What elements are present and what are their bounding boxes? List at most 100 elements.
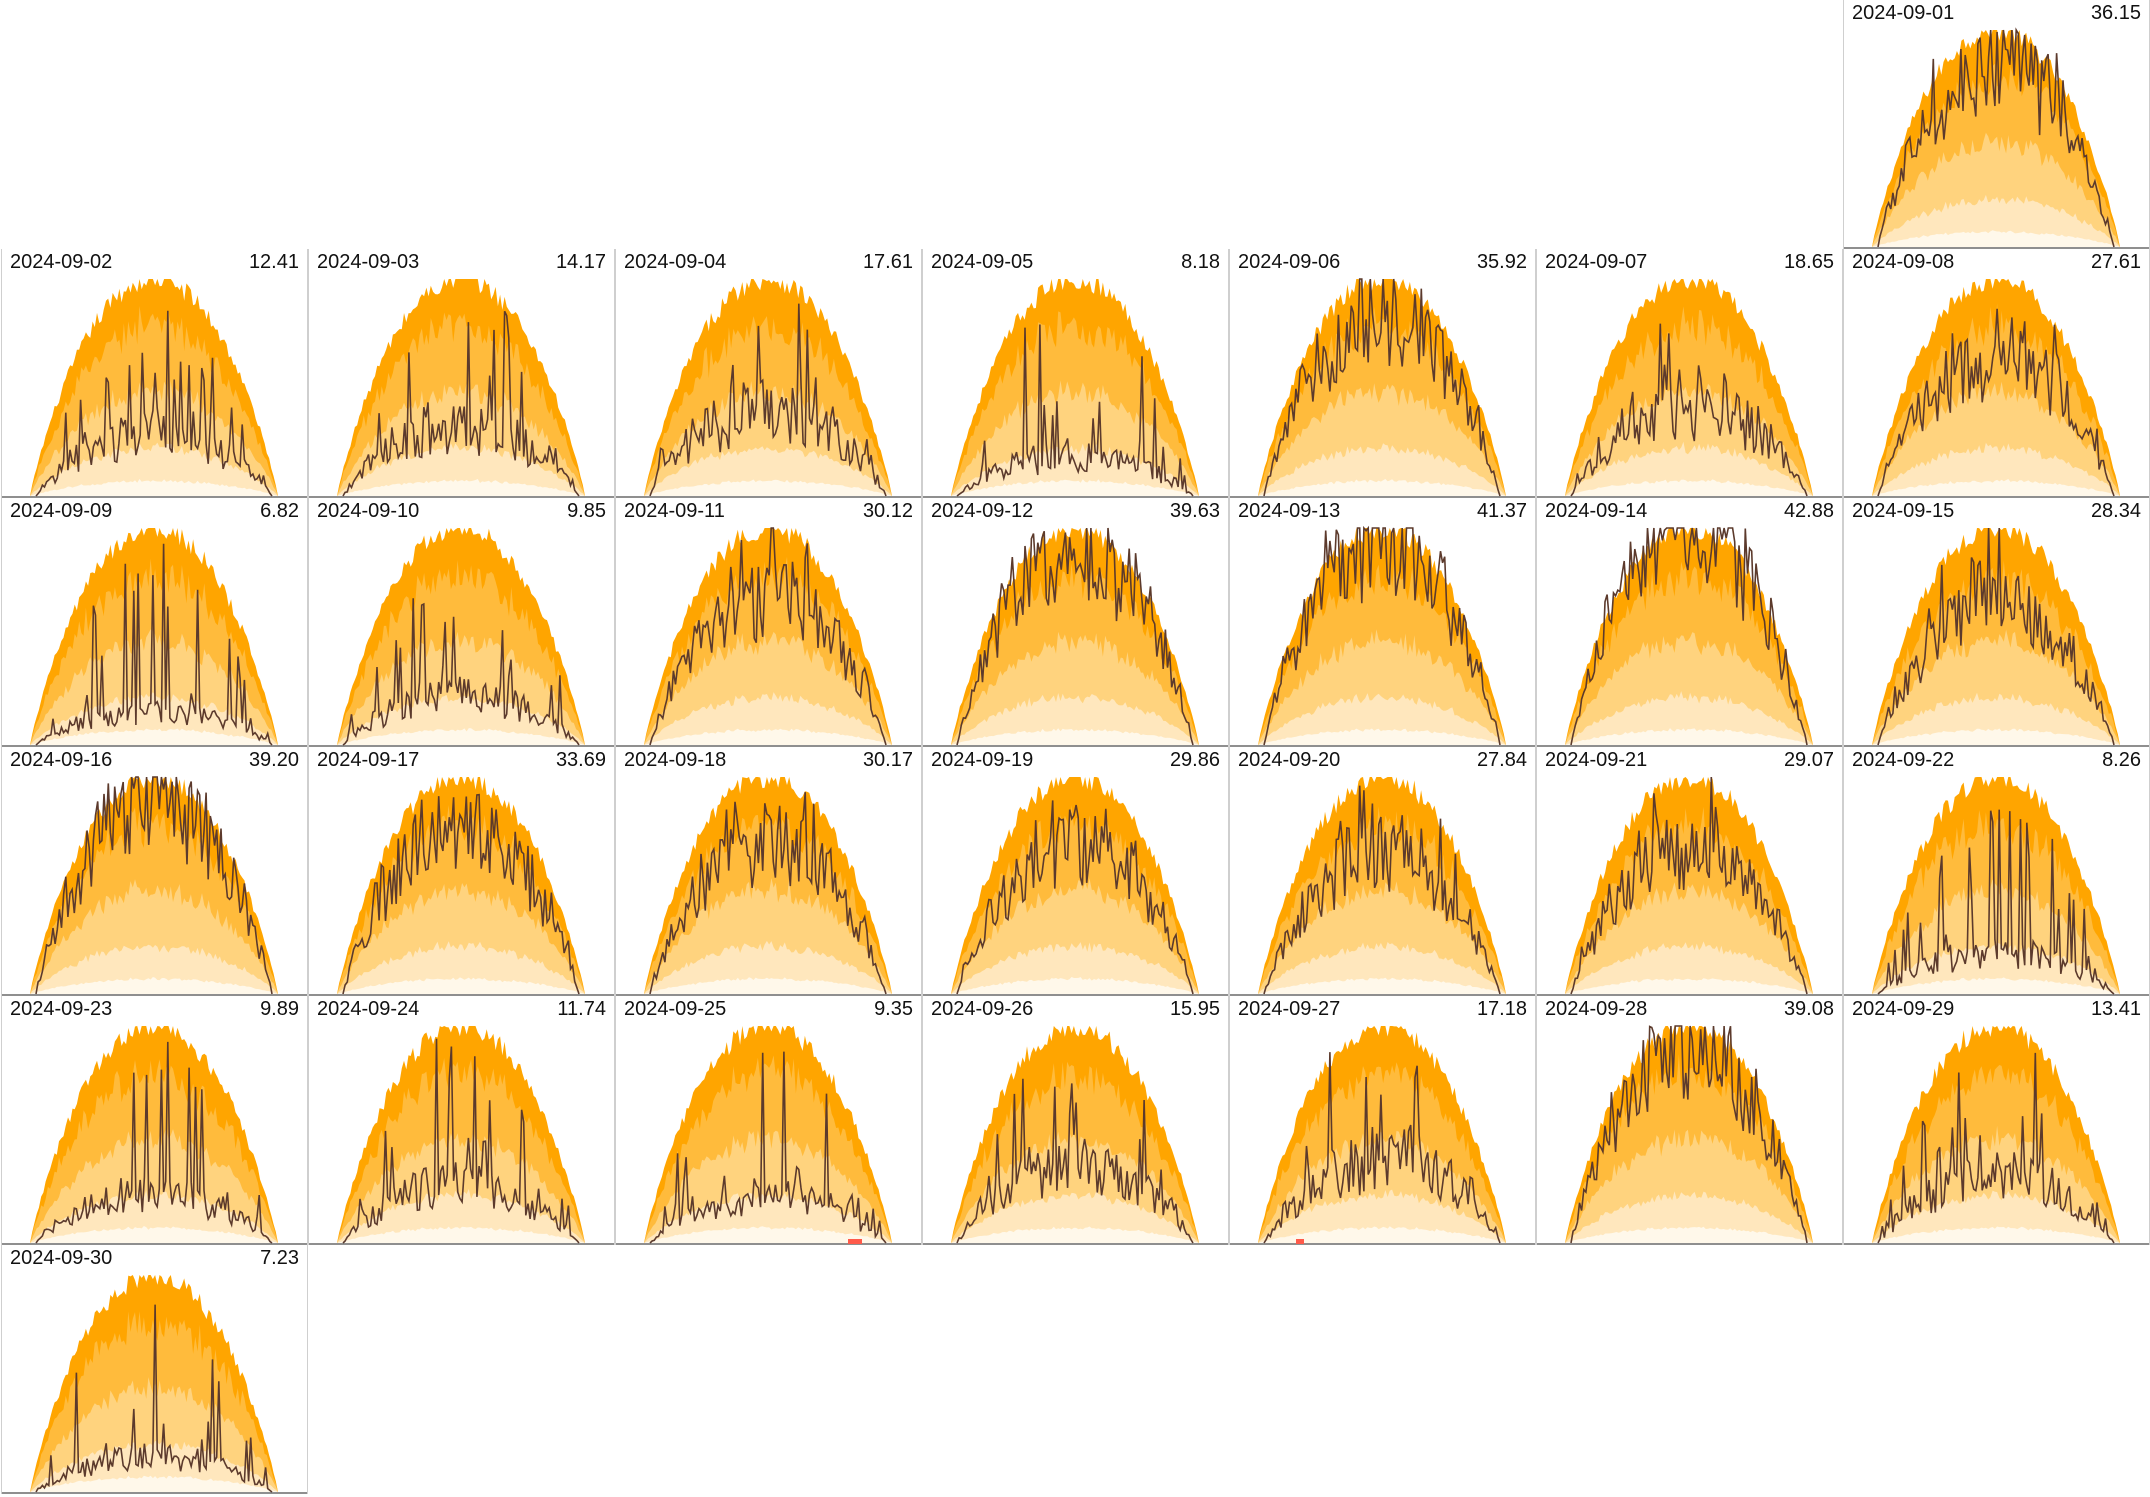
forecast-band-5: [30, 1226, 278, 1243]
daily-total-label: 39.20: [248, 749, 299, 771]
forecast-band-5: [30, 728, 278, 745]
daily-total-label: 27.84: [1476, 749, 1527, 771]
forecast-band-5: [337, 977, 585, 994]
day-chart: [309, 1026, 614, 1245]
forecast-band-5: [30, 977, 278, 994]
daily-total-label: 36.15: [2090, 2, 2141, 24]
day-cell: 2024-09-27 17.18: [1229, 996, 1536, 1245]
day-chart: [1230, 278, 1535, 498]
marker: [848, 1239, 862, 1244]
daily-total-label: 18.65: [1783, 251, 1834, 273]
day-chart: [1537, 527, 1842, 747]
forecast-band-5: [644, 479, 892, 496]
daily-total-label: 39.08: [1783, 998, 1834, 1020]
forecast-band-4: [644, 446, 892, 496]
day-chart: [923, 527, 1228, 747]
forecast-band-4: [644, 692, 892, 745]
day-chart: [616, 1026, 921, 1245]
daily-total-label: 6.82: [260, 500, 299, 522]
day-chart: [1230, 777, 1535, 996]
forecast-band-4: [337, 443, 585, 496]
actual-production-line: [35, 1041, 273, 1244]
actual-production-line: [1570, 776, 1808, 995]
day-cell: 2024-09-25 9.35: [615, 996, 922, 1245]
actual-production-line: [35, 543, 273, 746]
date-label: 2024-09-27: [1238, 998, 1341, 1020]
day-cell: 2024-09-08 27.61: [1843, 249, 2150, 498]
forecast-band-5: [1565, 479, 1813, 496]
day-chart: [309, 777, 614, 996]
date-label: 2024-09-21: [1545, 749, 1648, 771]
forecast-band-4: [951, 693, 1199, 745]
actual-production-line: [1263, 1052, 1501, 1244]
day-cell: 2024-09-09 6.82: [1, 498, 308, 747]
date-label: 2024-09-05: [931, 251, 1034, 273]
daily-total-label: 8.18: [1181, 251, 1220, 273]
actual-production-line: [956, 324, 1194, 497]
day-cell: 2024-09-28 39.08: [1536, 996, 1843, 1245]
daily-total-label: 27.61: [2090, 251, 2141, 273]
forecast-band-5: [951, 728, 1199, 745]
date-label: 2024-09-10: [317, 500, 420, 522]
forecast-band-4: [1565, 1191, 1813, 1243]
forecast-band-5: [951, 977, 1199, 994]
forecast-band-4: [1258, 693, 1506, 745]
day-chart: [1844, 27, 2149, 249]
day-cell: 2024-09-12 39.63: [922, 498, 1229, 747]
day-cell: 2024-09-18 30.17: [615, 747, 922, 996]
actual-production-line: [1570, 1025, 1808, 1244]
forecast-band-4: [30, 944, 278, 994]
date-label: 2024-09-30: [10, 1247, 113, 1269]
forecast-band-4: [1258, 942, 1506, 994]
day-chart: [1844, 777, 2149, 996]
day-cell: 2024-09-20 27.84: [1229, 747, 1536, 996]
actual-production-line: [1570, 527, 1808, 746]
day-chart: [2, 1026, 307, 1245]
forecast-band-5: [30, 479, 278, 496]
day-chart: [2, 528, 307, 747]
daily-total-label: 13.41: [2090, 998, 2141, 1020]
daily-total-label: 41.37: [1476, 500, 1527, 522]
actual-production-line: [35, 310, 273, 497]
actual-production-line: [342, 1038, 580, 1244]
date-label: 2024-09-13: [1238, 500, 1341, 522]
day-cell: 2024-09-10 9.85: [308, 498, 615, 747]
forecast-band-5: [1872, 230, 2120, 247]
forecast-band-4: [1872, 942, 2120, 994]
day-cell: 2024-09-15 28.34: [1843, 498, 2150, 747]
daily-total-label: 17.18: [1476, 998, 1527, 1020]
daily-total-label: 14.17: [555, 251, 606, 273]
day-chart: [1537, 1025, 1842, 1245]
day-cell: 2024-09-13 41.37: [1229, 498, 1536, 747]
forecast-band-4: [1565, 441, 1813, 496]
day-cell: 2024-09-22 8.26: [1843, 747, 2150, 996]
daily-total-label: 11.74: [557, 998, 606, 1020]
actual-production-line: [1877, 27, 2115, 248]
actual-production-line: [342, 310, 580, 497]
forecast-band-4: [1872, 442, 2120, 496]
forecast-band-5: [951, 1226, 1199, 1243]
forecast-band-4: [1565, 691, 1813, 745]
actual-production-line: [956, 1078, 1194, 1244]
day-chart: [616, 527, 921, 747]
forecast-band-4: [30, 1190, 278, 1243]
day-cell: 2024-09-02 12.41: [1, 249, 308, 498]
day-chart: [2, 279, 307, 498]
forecast-band-4: [1872, 194, 2120, 247]
daily-total-label: 9.35: [874, 998, 913, 1020]
forecast-band-4: [30, 442, 278, 496]
daily-total-label: 33.69: [555, 749, 606, 771]
forecast-band-5: [644, 977, 892, 994]
day-cell: 2024-09-03 14.17: [308, 249, 615, 498]
forecast-band-4: [951, 942, 1199, 994]
day-chart: [1844, 1026, 2149, 1245]
forecast-band-4: [1565, 941, 1813, 994]
actual-production-line: [1877, 308, 2115, 497]
actual-production-line: [342, 793, 580, 995]
date-label: 2024-09-22: [1852, 749, 1955, 771]
day-cell: 2024-09-29 13.41: [1843, 996, 2150, 1245]
day-cell: 2024-09-19 29.86: [922, 747, 1229, 996]
date-label: 2024-09-28: [1545, 998, 1648, 1020]
forecast-band-5: [1258, 1226, 1506, 1243]
